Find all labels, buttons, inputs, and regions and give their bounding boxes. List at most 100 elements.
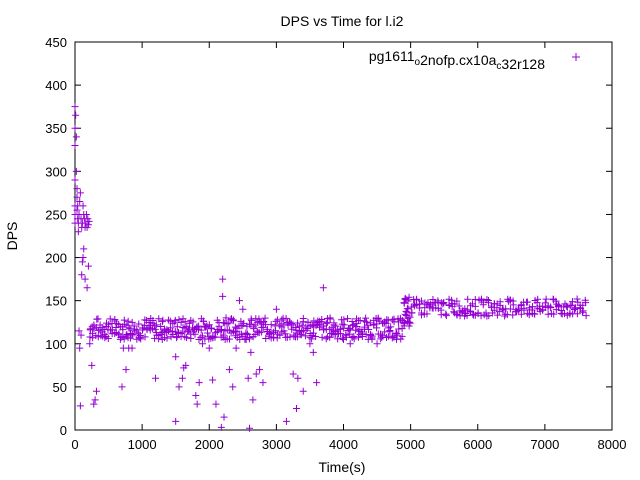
data-point-dense [199,317,207,325]
data-point-dense [367,330,375,338]
data-point-dense [185,319,193,327]
data-point [91,396,99,404]
data-point [85,217,93,225]
data-point-dense [509,311,517,319]
data-point [289,370,297,378]
series-points [71,103,590,432]
data-point-dense [278,316,286,324]
data-point [77,331,85,339]
data-point-dense [485,312,493,320]
data-point-dense [167,324,175,332]
data-point-dense [464,295,472,303]
data-point-dense [282,314,290,322]
data-point-dense [204,329,212,337]
data-point-dense [479,301,487,309]
data-point-dense [197,334,205,342]
axis-ticks: 0 1000 2000 3000 4000 5000 6000 7000 8000 0 50 100 1… [45,35,626,452]
data-point-dense [128,318,136,326]
data-point [239,305,247,313]
data-point-dense [183,334,191,342]
data-point-dense [406,313,414,321]
data-point-dense [334,335,342,343]
data-point [82,210,90,218]
data-point [71,103,79,111]
data-point-dense [453,311,461,319]
data-point-dense [295,323,303,331]
x-tick-label: 0 [71,437,78,452]
data-point-dense [94,315,102,323]
data-point-dense [404,305,412,313]
data-point-dense [104,334,112,342]
data-point-dense [356,316,364,324]
data-point [175,383,183,391]
data-point [172,417,180,425]
data-point-dense [440,298,448,306]
data-point-dense [563,303,571,311]
y-tick-label: 0 [60,423,67,438]
data-point-dense [265,330,273,338]
data-point [152,374,160,382]
x-tick-label: 7000 [530,437,559,452]
data-point-dense [155,315,163,323]
data-point [232,344,240,352]
data-point-dense [344,315,352,323]
data-point-dense [242,329,250,337]
data-point [319,284,327,292]
data-point [86,340,94,348]
y-tick-label: 100 [45,337,67,352]
data-point-dense [124,317,132,325]
data-point [71,124,79,132]
data-point-dense [163,326,171,334]
data-point [256,366,264,374]
data-point-dense [474,309,482,317]
y-tick-label: 450 [45,35,67,50]
data-point-dense [201,323,209,331]
data-point-dense [225,319,233,327]
x-tick-label: 1000 [128,437,157,452]
data-point-dense [423,310,431,318]
data-point-dense [181,333,189,341]
x-tick-label: 6000 [463,437,492,452]
data-point [76,402,84,410]
data-point-dense [434,297,442,305]
data-point-dense [552,297,560,305]
data-point [249,396,257,404]
data-point-dense [483,295,491,303]
data-point-dense [529,303,537,311]
data-point [219,275,227,283]
data-point [79,202,87,210]
data-point [193,400,201,408]
data-point-dense [365,326,373,334]
data-point [90,400,98,408]
data-point-dense [267,321,275,329]
data-point-dense [181,318,189,326]
data-point [74,228,82,236]
data-point-dense [298,321,306,329]
data-point-dense [195,322,203,330]
data-point-dense [437,306,445,314]
data-point-dense [290,331,298,339]
data-point [78,271,86,279]
data-point [346,340,354,348]
data-point [313,379,321,387]
legend: pg1611o2nofp.cx10ac32r128 [369,48,580,72]
data-point-dense [368,335,376,343]
data-point-dense [509,297,517,305]
data-point-dense [326,315,334,323]
data-point [78,258,86,266]
data-point-dense [373,324,381,332]
data-point-dense [393,330,401,338]
data-point-dense [477,312,485,320]
data-point-dense [342,331,350,339]
data-point [84,221,92,229]
data-point-dense [185,326,193,334]
data-point-dense [115,330,123,338]
data-point-dense [229,317,237,325]
data-point [118,383,126,391]
data-point [73,185,81,193]
data-point [172,353,180,361]
data-point [122,366,130,374]
data-point-dense [294,319,302,327]
data-point-dense [453,297,461,305]
